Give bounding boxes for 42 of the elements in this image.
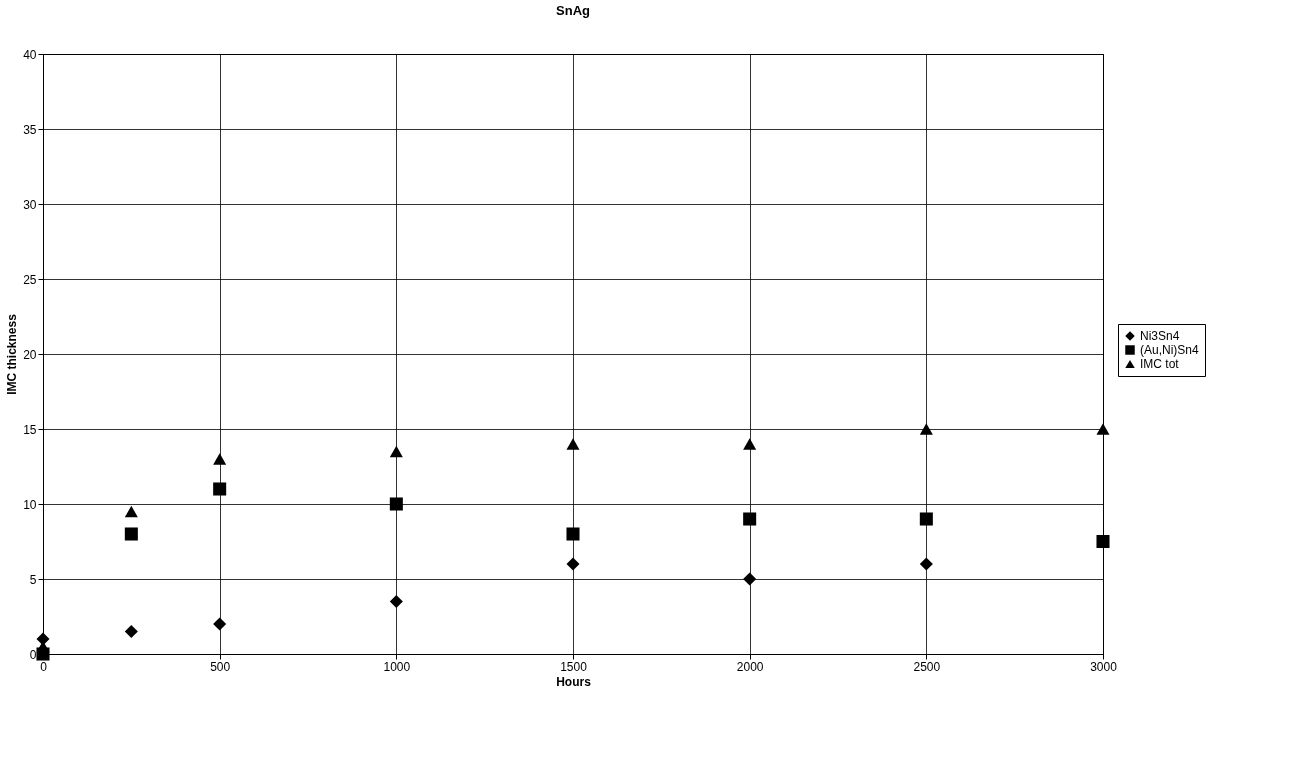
point	[566, 527, 580, 541]
x-tick-label: 500	[210, 659, 231, 674]
chart-title: SnAg	[556, 3, 591, 18]
y-tick-label: 40	[23, 47, 37, 62]
point	[389, 497, 403, 511]
y-tick-label: 5	[29, 572, 37, 587]
x-tick-label: 1000	[383, 659, 411, 674]
x-tick-label: 3000	[1090, 659, 1118, 674]
y-tick-label: 30	[23, 197, 37, 212]
y-tick-label: 35	[23, 122, 37, 137]
point	[566, 557, 580, 571]
y-axis-title: IMC thickness	[5, 313, 20, 395]
y-tick-label: 25	[23, 272, 37, 287]
point	[1096, 423, 1110, 435]
y-tick-label: 15	[23, 422, 37, 437]
x-tick-label: 2000	[736, 659, 764, 674]
point	[566, 438, 580, 450]
x-tick-label: 0	[40, 659, 48, 674]
point	[919, 557, 933, 571]
point	[389, 445, 403, 458]
point	[213, 617, 227, 631]
legend-label: (Au,Ni)Sn4	[1140, 343, 1200, 357]
x-tick-label: 1500	[560, 659, 588, 674]
y-tick-label: 20	[23, 347, 37, 362]
y-tick-label: 10	[23, 497, 37, 512]
legend-label: Ni3Sn4	[1140, 329, 1180, 343]
point	[124, 527, 138, 541]
x-axis-title: Hours	[556, 674, 592, 689]
point	[743, 512, 757, 526]
legend-label: IMC tot	[1140, 357, 1180, 371]
point	[213, 453, 227, 465]
point	[1096, 534, 1110, 549]
x-tick-label: 2500	[913, 659, 941, 674]
point	[919, 423, 933, 435]
y-tick-label: 0	[29, 647, 37, 662]
point	[389, 594, 403, 609]
point	[743, 438, 757, 450]
point	[124, 624, 138, 639]
point	[919, 512, 933, 526]
point	[743, 572, 757, 586]
point	[124, 505, 138, 518]
point	[213, 482, 227, 496]
